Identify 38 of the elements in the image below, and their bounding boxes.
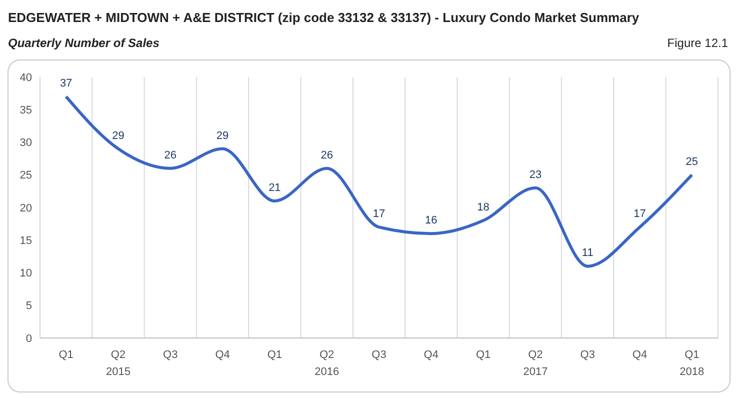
data-label: 17 <box>372 208 386 220</box>
y-tick-label: 15 <box>20 234 32 247</box>
x-tick-label: Q3 <box>580 349 595 361</box>
y-tick-label: 25 <box>20 170 32 182</box>
x-tick-label: Q2 2016 <box>314 349 340 378</box>
caption: Figure 12.1 <box>667 36 728 50</box>
x-tick-label: Q4 <box>424 349 438 361</box>
data-label: 29 <box>112 130 124 142</box>
data-label: 21 <box>268 182 281 194</box>
x-tick-label: Q2 2017 <box>523 349 548 378</box>
x-tick-label: Q3 <box>163 349 178 361</box>
y-tick-label: 0 <box>26 332 32 345</box>
y-tick-label: 20 <box>20 202 32 214</box>
x-tick-label: Q2 2015 <box>106 349 130 378</box>
data-label: 29 <box>216 130 229 142</box>
data-label: 11 <box>582 247 594 260</box>
data-label: 26 <box>164 149 177 162</box>
data-label: 17 <box>634 208 646 220</box>
data-label: 18 <box>477 202 490 214</box>
chart-subtitle: Quarterly Number of Sales <box>8 36 160 50</box>
y-tick-label: 30 <box>20 137 32 150</box>
data-label: 26 <box>320 149 333 162</box>
data-label: 37 <box>60 78 72 90</box>
chart-title: EDGEWATER + MIDTOWN + A&E DISTRICT (zip code 33132 & 33137) - Luxury Condo Market Summary <box>8 10 640 25</box>
x-tick-label: Q3 <box>372 349 386 361</box>
x-tick-label: Q1 <box>267 349 282 361</box>
data-label: 23 <box>529 168 542 181</box>
y-tick-label: 10 <box>20 268 32 280</box>
x-tick-label: Q1 <box>476 349 491 361</box>
y-tick-label: 40 <box>20 72 32 84</box>
y-tick-label: 35 <box>20 104 32 116</box>
x-tick-label: Q4 <box>632 349 648 361</box>
data-label: 25 <box>686 156 698 168</box>
data-label: 16 <box>425 214 438 227</box>
x-tick-label: Q1 <box>58 349 74 361</box>
y-tick-label: 5 <box>26 300 32 312</box>
x-tick-label: Q1 2018 <box>680 349 704 378</box>
x-tick-label: Q4 <box>215 349 230 361</box>
